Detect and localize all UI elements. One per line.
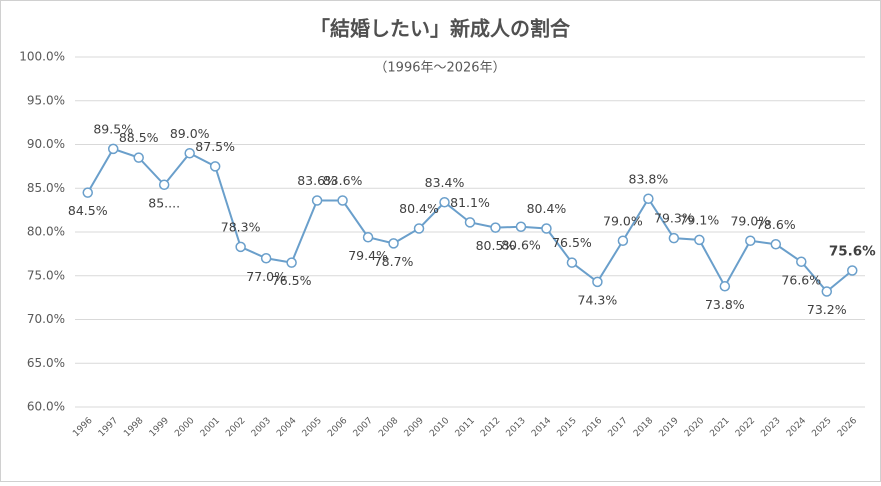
data-label: 77.0% [246, 269, 286, 284]
data-label: 80.5% [476, 238, 516, 253]
y-tick-label: 90.0% [27, 137, 65, 151]
point [847, 265, 858, 276]
point [694, 234, 705, 246]
data-label: 89.0% [170, 126, 210, 141]
data-label: 73.8% [705, 297, 745, 312]
point [362, 232, 374, 243]
y-tick-label: 70.0% [27, 312, 65, 326]
data-label: 76.5% [552, 235, 592, 250]
y-tick-label: 60.0% [27, 400, 65, 414]
data-label: 80.4% [527, 201, 567, 216]
data-label: 78.6% [756, 217, 796, 232]
y-tick-label: 100.0% [19, 50, 65, 64]
data-label: 74.3% [578, 292, 618, 307]
data-label: 78.3% [221, 219, 261, 234]
point [235, 241, 246, 253]
y-tick-label: 85.0% [27, 181, 65, 195]
data-label: 88.5% [119, 130, 159, 145]
data-label: 76.6% [781, 272, 821, 287]
point [719, 281, 731, 292]
data-label: 79.3% [654, 211, 694, 226]
point [541, 223, 552, 234]
data-label: 87.5% [195, 139, 235, 154]
chart-title: 「結婚したい」新成人の割合 [310, 17, 571, 41]
data-label: 73.2% [807, 302, 847, 317]
data-label: 79.1% [679, 212, 719, 227]
point [745, 235, 756, 246]
point [107, 143, 119, 155]
point [311, 195, 323, 206]
point [184, 148, 195, 159]
point [490, 222, 501, 233]
y-tick-label: 95.0% [27, 93, 65, 107]
point [668, 232, 680, 244]
data-label: 83.6% [297, 173, 337, 188]
point [643, 193, 654, 204]
data-label: 75.6% [829, 244, 876, 260]
point [82, 187, 93, 198]
point [439, 197, 450, 208]
y-tick-label: 75.0% [27, 268, 65, 282]
data-label: 84.5% [68, 203, 108, 218]
data-label: 76.5% [272, 273, 312, 288]
point [388, 238, 399, 249]
y-tick-label: 80.0% [27, 225, 65, 239]
point [337, 195, 348, 206]
data-label: 79.0% [730, 213, 770, 228]
data-label: 85.... [148, 195, 180, 210]
data-label: 81.1% [450, 195, 490, 210]
point [770, 239, 782, 250]
data-label: 79.4% [348, 248, 388, 263]
data-label: 89.5% [93, 121, 133, 136]
point [413, 223, 425, 234]
point [209, 161, 221, 172]
data-label: 79.0% [603, 213, 643, 228]
point [158, 179, 170, 190]
data-label: 83.4% [425, 175, 465, 190]
data-label: 83.6% [323, 173, 363, 188]
data-label: 80.4% [399, 201, 439, 216]
point [260, 253, 272, 264]
point [821, 286, 833, 297]
point [566, 257, 578, 268]
data-label: 78.7% [374, 254, 414, 269]
point [592, 276, 603, 288]
point [515, 221, 527, 232]
data-label: 83.8% [629, 171, 669, 186]
y-tick-label: 65.0% [27, 356, 65, 370]
point [286, 257, 297, 268]
point [464, 217, 476, 228]
chart-subtitle: （1996年～2026年） [374, 61, 505, 76]
data-label: 80.6% [501, 237, 541, 252]
point [617, 235, 629, 246]
point [133, 152, 144, 163]
point [796, 256, 807, 267]
